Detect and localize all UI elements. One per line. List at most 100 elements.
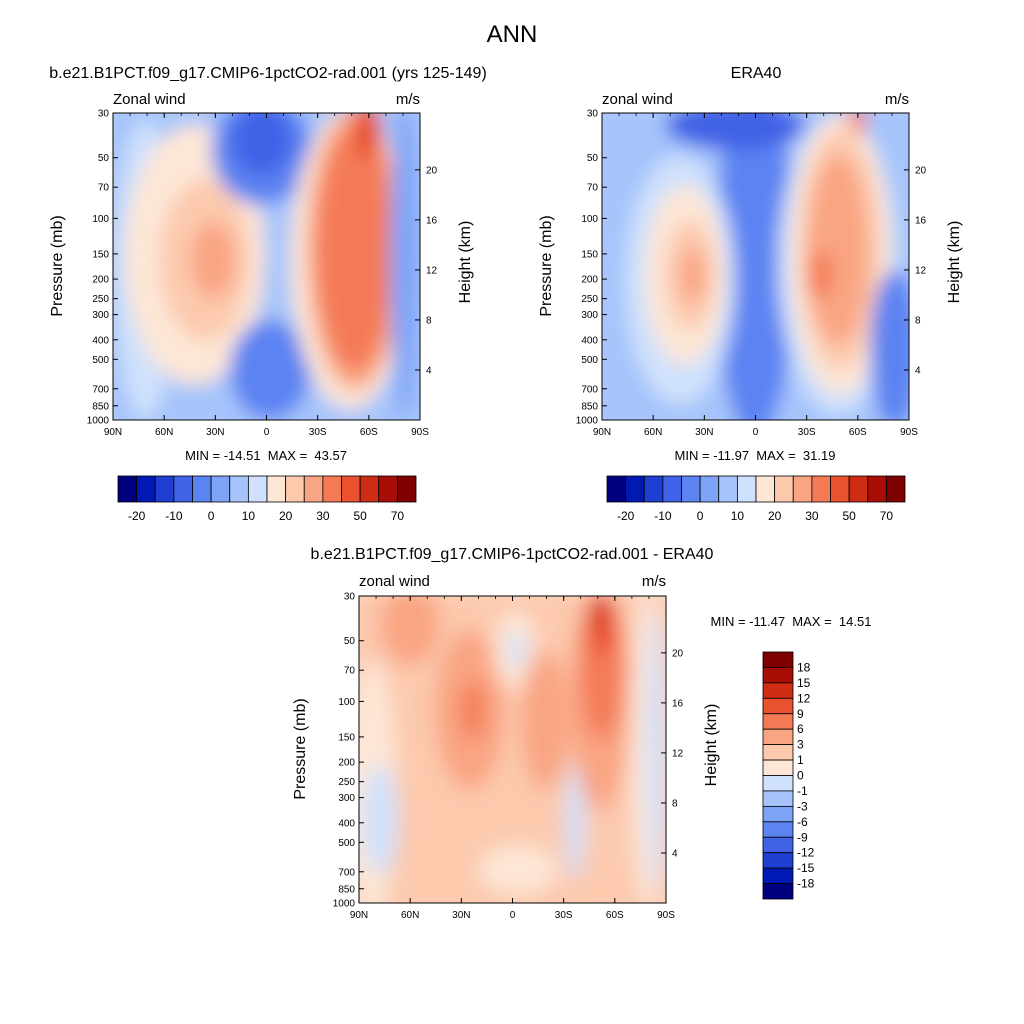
colorbar-box <box>867 475 887 503</box>
colorbar-box <box>322 475 342 503</box>
x-tick-label: 0 <box>264 427 270 438</box>
y-ticks-right: 20 16 12 8 4 <box>661 648 684 859</box>
y-tick-label: 30 <box>98 109 110 120</box>
colorbar-label: -12 <box>797 846 815 860</box>
y-axis-right-label: Height (km) <box>457 221 474 304</box>
colorbar-box <box>762 805 794 823</box>
x-tick-label: 0 <box>510 910 516 921</box>
colorbar-label: 70 <box>880 509 894 523</box>
y-tick-label: 850 <box>338 884 355 895</box>
colorbar-box <box>792 475 813 503</box>
colorbar-box <box>762 836 794 854</box>
colorbar-box <box>625 475 645 503</box>
colorbar-box <box>762 852 794 869</box>
colorbar-label: 50 <box>353 509 367 523</box>
colorbar-box <box>811 475 831 503</box>
colorbar-label: 0 <box>797 769 804 783</box>
y-right-tick-label: 8 <box>672 798 678 809</box>
y-tick-label: 400 <box>92 335 109 346</box>
colorbar-label: 1 <box>797 753 804 767</box>
stats-label: MIN = -11.97 MAX = 31.19 <box>675 448 836 463</box>
y-tick-label: 400 <box>338 818 355 829</box>
y-right-tick-label: 4 <box>915 365 921 376</box>
colorbar-box <box>762 867 794 884</box>
panel-title: b.e21.B1PCT.f09_g17.CMIP6-1pctCO2-rad.00… <box>311 546 714 563</box>
stats-label: MIN = -11.47 MAX = 14.51 <box>711 614 872 629</box>
y-axis-label: Pressure (mb) <box>292 698 309 799</box>
x-tick-label: 90S <box>411 427 429 438</box>
contour-field <box>359 596 666 903</box>
colorbar-box <box>229 475 249 503</box>
colorbar-box <box>755 475 776 503</box>
contour-field <box>113 113 420 420</box>
y-tick-label: 850 <box>581 401 598 412</box>
y-right-tick-label: 12 <box>426 265 438 276</box>
colorbar-label: 15 <box>797 676 811 690</box>
colorbar-label: 0 <box>697 509 704 523</box>
units-label: m/s <box>396 91 420 108</box>
colorbar-box <box>830 475 850 503</box>
x-tick-label: 0 <box>753 427 759 438</box>
y-tick-label: 150 <box>92 249 109 260</box>
x-tick-label: 60S <box>360 427 378 438</box>
y-tick-label: 70 <box>98 183 110 194</box>
y-ticks-left: 30 50 70 100 150 200 250 300 400 500 700 850 1000 <box>333 592 364 910</box>
colorbar-label: 18 <box>797 660 811 674</box>
x-tick-label: 30S <box>309 427 327 438</box>
colorbar-box <box>378 475 398 503</box>
y-right-tick-label: 12 <box>915 265 927 276</box>
colorbar-label: -10 <box>165 509 183 523</box>
colorbar-box <box>762 759 794 776</box>
y-tick-label: 200 <box>338 758 355 769</box>
colorbar-box <box>247 475 268 503</box>
x-tick-label: 60S <box>849 427 867 438</box>
colorbar-label: 70 <box>391 509 405 523</box>
y-ticks-left: 30 50 70 100 150 200 250 300 400 500 700 850 1000 <box>576 109 607 427</box>
y-tick-label: 300 <box>581 310 598 321</box>
variable-label: zonal wind <box>359 573 430 590</box>
y-right-tick-label: 8 <box>426 315 432 326</box>
y-tick-label: 850 <box>92 401 109 412</box>
colorbar-box <box>848 475 869 503</box>
main-title: ANN <box>487 21 538 48</box>
colorbar-box <box>762 775 794 792</box>
colorbar-label: -1 <box>797 784 808 798</box>
y-tick-label: 700 <box>581 384 598 395</box>
colorbar-box <box>762 744 794 761</box>
panel-model: b.e21.B1PCT.f09_g17.CMIP6-1pctCO2-rad.00… <box>49 65 487 523</box>
y-tick-label: 1000 <box>333 899 356 910</box>
y-tick-label: 30 <box>344 592 356 603</box>
colorbar-label: 3 <box>797 738 804 752</box>
colorbar-label: 9 <box>797 707 804 721</box>
y-axis-right-label: Height (km) <box>946 221 963 304</box>
y-tick-label: 700 <box>92 384 109 395</box>
colorbar-box <box>885 475 906 503</box>
y-axis-label: Pressure (mb) <box>49 215 66 316</box>
y-tick-label: 50 <box>98 153 110 164</box>
variable-label: Zonal wind <box>113 91 186 108</box>
colorbar-box <box>285 475 305 503</box>
colorbar-label: 6 <box>797 722 804 736</box>
x-ticks: 90N 60N 30N 0 30S 60S 90S <box>593 113 918 438</box>
colorbar-box <box>303 475 324 503</box>
colorbar-box <box>774 475 794 503</box>
colorbar-label: -10 <box>654 509 672 523</box>
colorbar-box <box>762 651 794 668</box>
y-axis-right-label: Height (km) <box>703 704 720 787</box>
colorbar-label: -15 <box>797 861 815 875</box>
x-tick-label: 90N <box>104 427 122 438</box>
y-tick-label: 500 <box>92 355 109 366</box>
y-tick-label: 300 <box>92 310 109 321</box>
colorbar-box <box>699 475 720 503</box>
variable-label: zonal wind <box>602 91 673 108</box>
colorbar-box <box>762 790 794 807</box>
colorbar-box <box>762 682 794 699</box>
x-tick-label: 60N <box>401 910 419 921</box>
colorbar-label: -20 <box>128 509 146 523</box>
y-tick-label: 100 <box>338 697 355 708</box>
y-right-tick-label: 4 <box>672 848 678 859</box>
y-tick-label: 30 <box>587 109 599 120</box>
colorbar-box <box>718 475 738 503</box>
contour-field <box>602 113 909 420</box>
